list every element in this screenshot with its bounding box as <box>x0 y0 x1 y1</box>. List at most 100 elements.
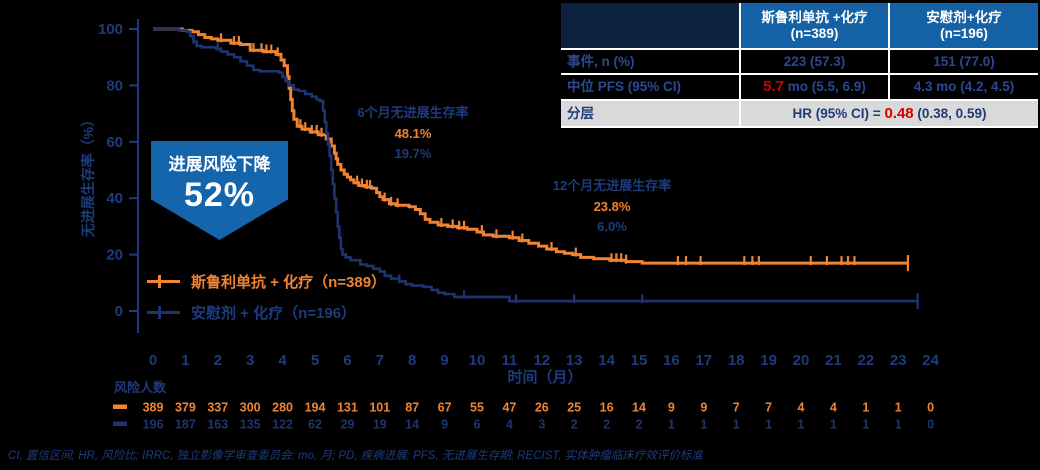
risk-count: 7 <box>733 401 740 415</box>
x-tick-label: 3 <box>246 352 254 369</box>
x-tick-label: 6 <box>343 352 351 369</box>
risk-row-marker-placebo <box>113 421 127 426</box>
risk-count: 7 <box>765 401 772 415</box>
risk-count: 1 <box>895 401 902 415</box>
y-tick-label: 60 <box>106 134 123 151</box>
risk-count: 9 <box>668 401 675 415</box>
risk-count: 0 <box>927 418 934 432</box>
x-tick-label: 21 <box>825 352 842 369</box>
events-serplulimab: 223 (57.3) <box>741 50 888 73</box>
hr-prefix: HR (95% CI) = <box>792 105 885 121</box>
hr-value: 0.48 <box>884 104 914 122</box>
x-tick-label: 5 <box>311 352 319 369</box>
risk-count: 55 <box>470 401 484 415</box>
y-tick-label: 20 <box>106 247 123 264</box>
risk-count: 1 <box>668 418 675 432</box>
y-axis-title: 无进展生存率（%） <box>80 112 96 238</box>
stats-table-header-serplulimab: 斯鲁利单抗 +化疗 (n=389) <box>741 3 888 48</box>
annotation-6mo-serplulimab-rate: 48.1% <box>394 126 432 141</box>
median-pfs-serplulimab-value: 5.7 <box>763 78 785 96</box>
x-tick-label: 15 <box>631 352 648 369</box>
stats-table-header-placebo: 安慰剂+化疗 (n=196) <box>890 3 1038 48</box>
y-tick-label: 80 <box>106 77 123 94</box>
annotation-12mo-serplulimab-rate: 23.8% <box>593 199 631 214</box>
risk-count: 280 <box>272 401 293 415</box>
risk-count: 1 <box>830 418 837 432</box>
arm2-name: 安慰剂+化疗 <box>926 9 1002 25</box>
risk-count: 67 <box>438 401 452 415</box>
risk-count: 1 <box>862 418 869 432</box>
events-row-label: 事件, n (%) <box>561 50 739 73</box>
x-tick-label: 0 <box>149 352 157 369</box>
y-tick-label: 100 <box>98 21 123 38</box>
number-at-risk-label: 风险人数 <box>114 380 167 395</box>
x-tick-label: 10 <box>469 352 486 369</box>
stats-table-corner-cell <box>561 3 739 48</box>
risk-count: 1 <box>895 418 902 432</box>
censor-line-icon <box>147 274 180 288</box>
stratified-row-label: 分层 <box>561 101 739 126</box>
abbreviations-footnote: CI, 置信区间; HR, 风险比; IRRC, 独立影像学审查委员会; mo,… <box>8 450 703 462</box>
x-tick-label: 14 <box>598 352 615 369</box>
risk-count: 4 <box>830 401 837 415</box>
km-curve-serplulimab <box>153 27 908 265</box>
x-tick-label: 24 <box>922 352 939 369</box>
x-tick-label: 11 <box>501 352 517 369</box>
median-pfs-serplulimab: 5.7 mo (5.5, 6.9) <box>741 75 888 99</box>
legend-item-serplulimab: 斯鲁利单抗 + 化疗（n=389） <box>147 270 386 292</box>
median-pfs-row-label: 中位 PFS (95% CI) <box>561 75 739 99</box>
x-tick-label: 12 <box>533 352 550 369</box>
risk-count: 1 <box>798 418 805 432</box>
risk-count: 187 <box>175 418 196 432</box>
risk-count: 26 <box>535 401 549 415</box>
risk-count: 9 <box>700 401 707 415</box>
risk-count: 2 <box>603 418 610 432</box>
risk-count: 3 <box>538 418 545 432</box>
x-tick-label: 2 <box>214 352 222 369</box>
risk-count: 163 <box>207 418 228 432</box>
x-tick-label: 22 <box>857 352 874 369</box>
x-tick-label: 18 <box>728 352 745 369</box>
median-pfs-placebo: 4.3 mo (4.2, 4.5) <box>890 75 1038 99</box>
stats-table: 斯鲁利单抗 +化疗 (n=389) 安慰剂+化疗 (n=196) 事件, n (… <box>561 3 1038 128</box>
risk-count: 14 <box>632 401 646 415</box>
annotation-6mo-placebo-rate: 19.7% <box>394 146 432 161</box>
x-tick-label: 17 <box>695 352 712 369</box>
risk-count: 9 <box>441 418 448 432</box>
x-tick-label: 20 <box>793 352 810 369</box>
risk-count: 2 <box>636 418 643 432</box>
risk-count: 0 <box>927 401 934 415</box>
risk-count: 29 <box>340 418 354 432</box>
x-axis-title: 时间（月） <box>507 369 583 386</box>
x-tick-label: 4 <box>278 352 287 369</box>
x-tick-label: 7 <box>376 352 384 369</box>
risk-count: 389 <box>143 401 164 415</box>
risk-count: 194 <box>305 401 326 415</box>
badge-value: 52% <box>183 176 256 214</box>
legend: 斯鲁利单抗 + 化疗（n=389） 安慰剂 + 化疗（n=196） <box>147 270 386 323</box>
risk-count: 25 <box>567 401 581 415</box>
risk-count: 47 <box>502 401 516 415</box>
risk-count: 379 <box>175 401 196 415</box>
risk-count: 62 <box>308 418 322 432</box>
badge-caption: 进展风险下降 <box>168 155 271 174</box>
x-tick-label: 1 <box>181 352 189 369</box>
x-tick-label: 16 <box>663 352 680 369</box>
risk-count: 87 <box>405 401 419 415</box>
y-tick-label: 40 <box>106 190 123 207</box>
risk-count: 1 <box>700 418 707 432</box>
arm2-n: (n=196) <box>940 25 988 41</box>
events-placebo: 151 (77.0) <box>890 50 1038 73</box>
legend-label-placebo: 安慰剂 + 化疗（n=196） <box>191 304 357 322</box>
risk-count: 337 <box>207 401 228 415</box>
risk-count: 1 <box>862 401 869 415</box>
hazard-ratio-cell: HR (95% CI) = 0.48 (0.38, 0.59) <box>741 101 1038 126</box>
annotation-12mo-placebo-rate: 6.0% <box>597 219 627 234</box>
risk-count: 300 <box>240 401 261 415</box>
x-tick-label: 23 <box>890 352 907 369</box>
risk-count: 131 <box>337 401 358 415</box>
risk-count: 135 <box>240 418 261 432</box>
risk-count: 1 <box>733 418 740 432</box>
risk-count: 14 <box>405 418 419 432</box>
